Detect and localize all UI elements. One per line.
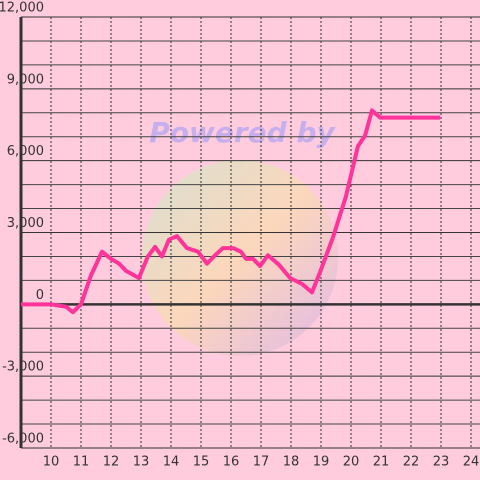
y-tick-label: 3,000 xyxy=(7,216,44,231)
y-tick-label: 0 xyxy=(36,288,44,303)
x-tick-label: 13 xyxy=(133,455,150,470)
x-tick-label: 22 xyxy=(403,455,420,470)
y-tick-label: 12,000 xyxy=(0,1,44,16)
x-tick-label: 14 xyxy=(163,455,180,470)
x-tick-label: 24 xyxy=(463,455,480,470)
watermark: Powered by xyxy=(149,116,336,149)
x-tick-label: 12 xyxy=(103,455,120,470)
line xyxy=(21,108,441,315)
x-tick-label: 20 xyxy=(343,455,360,470)
x-tick-label: 11 xyxy=(73,455,90,470)
y-tick-label: -6,000 xyxy=(2,432,44,447)
x-tick-label: 15 xyxy=(193,455,210,470)
x-tick-label: 19 xyxy=(313,455,330,470)
y-tick-label: -3,000 xyxy=(2,360,44,375)
x-tick-label: 18 xyxy=(283,455,300,470)
x-tick-label: 10 xyxy=(43,455,60,470)
y-tick-label: 6,000 xyxy=(7,144,44,159)
x-tick-label: 16 xyxy=(223,455,240,470)
x-tick-label: 17 xyxy=(253,455,270,470)
x-tick-label: 21 xyxy=(373,455,390,470)
y-tick-label: 9,000 xyxy=(7,72,44,87)
x-tick-label: 23 xyxy=(433,455,450,470)
